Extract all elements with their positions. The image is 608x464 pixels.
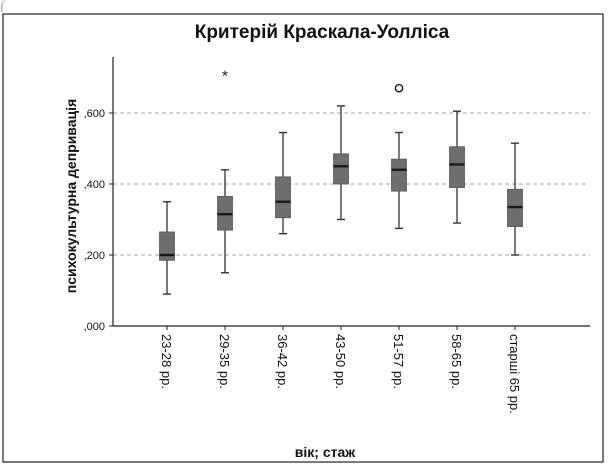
- x-tick-label: 51-57 рр.: [391, 334, 406, 389]
- chart-border: [2, 13, 604, 463]
- box-5: 51-57 рр.: [391, 83, 407, 389]
- y-tick-label: ,200: [84, 250, 105, 262]
- x-tick-label: 58-65 рр.: [449, 334, 464, 389]
- box-3: 36-42 рр.: [275, 131, 291, 389]
- box-4: 43-50 рр.: [333, 105, 349, 389]
- outlier-point: [394, 83, 404, 93]
- box-iqr: [333, 153, 349, 185]
- box-6: 58-65 рр.: [449, 110, 465, 389]
- cropped-header-fragment: (: [0, 0, 6, 12]
- box-iqr: [449, 146, 465, 188]
- y-tick-label: ,600: [84, 108, 105, 120]
- box-iqr: [275, 176, 291, 219]
- y-tick-label: ,400: [84, 179, 105, 191]
- chart-title: Критерій Краскала-Уолліса: [195, 22, 450, 43]
- box-iqr: [159, 231, 175, 261]
- box-7: старші 65 рр.: [507, 142, 523, 414]
- plot-area: ,000 ,200 ,400 ,600 23-28 рр. * 29-35 рр. 36-42…: [84, 57, 590, 414]
- x-tick-label: 36-42 рр.: [275, 334, 290, 389]
- box-1: 23-28 рр.: [159, 201, 175, 389]
- y-tick-label: ,000: [84, 321, 105, 333]
- box-iqr: [391, 158, 407, 192]
- x-tick-label: 43-50 рр.: [333, 334, 348, 389]
- box-2: * 29-35 рр.: [217, 69, 233, 389]
- x-tick-label: 29-35 рр.: [217, 334, 232, 389]
- x-tick-label: 23-28 рр.: [159, 334, 174, 389]
- x-axis-label: вік; стаж: [295, 444, 356, 460]
- x-tick-label: старші 65 рр.: [507, 334, 522, 414]
- y-axis-label: психокультурна депривація: [63, 99, 79, 293]
- extreme-point: *: [222, 69, 228, 86]
